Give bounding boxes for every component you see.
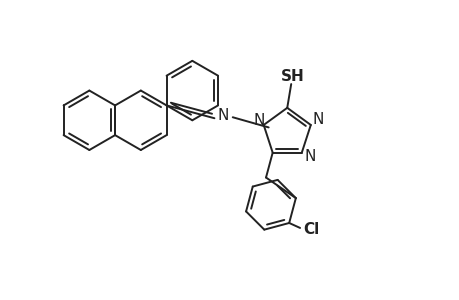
- Text: N: N: [311, 112, 323, 128]
- Text: SH: SH: [280, 69, 304, 84]
- Text: N: N: [217, 108, 228, 123]
- Text: Cl: Cl: [302, 222, 319, 237]
- Text: N: N: [303, 149, 315, 164]
- Text: N: N: [252, 113, 264, 128]
